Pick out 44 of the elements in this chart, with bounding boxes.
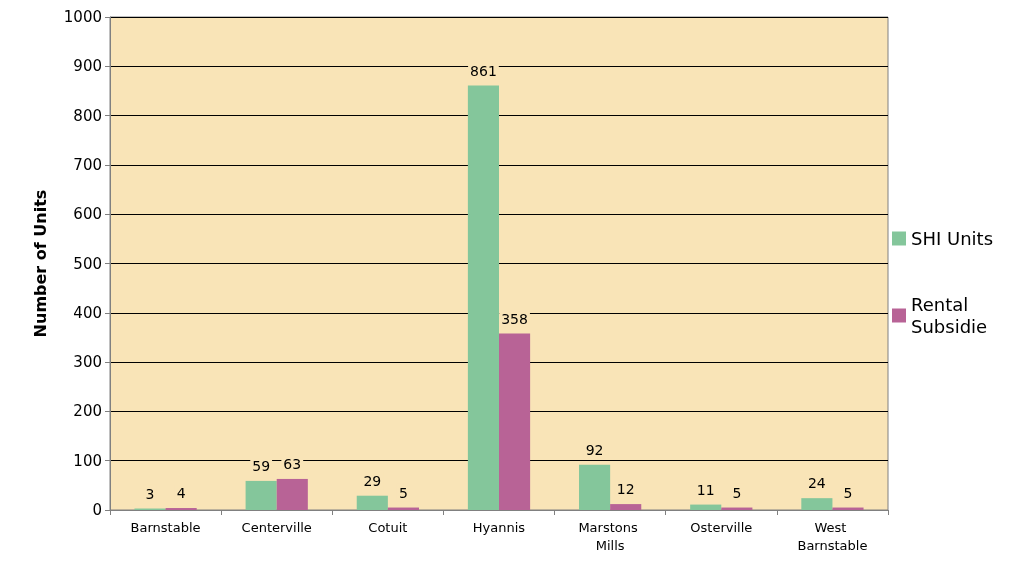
bar [245, 480, 277, 510]
data-label: 861 [470, 62, 497, 79]
y-tick-label: 800 [73, 106, 102, 125]
x-tick-label: Osterville [690, 519, 753, 535]
data-label: 29 [363, 472, 382, 489]
data-label: 12 [616, 481, 635, 498]
y-tick-label: 500 [73, 254, 102, 273]
bar [579, 464, 611, 510]
bar [276, 478, 308, 510]
bar [610, 504, 642, 510]
bar [356, 495, 388, 510]
x-tick-label: West Barnstable [797, 519, 868, 553]
bar [499, 333, 531, 510]
bar [467, 85, 499, 510]
y-tick-label: 200 [73, 402, 102, 421]
bar [801, 498, 833, 510]
data-label: 4 [176, 485, 186, 502]
x-tick-label: Centerville [241, 519, 312, 535]
x-tick-label: Cotuit [368, 519, 408, 535]
data-label: 11 [696, 481, 715, 498]
data-label: 59 [252, 457, 271, 474]
y-axis-title: Number of Units [30, 189, 50, 338]
x-tick-label: Hyannis [472, 519, 526, 535]
legend-label: SHI Units [911, 228, 994, 249]
data-label: 24 [807, 475, 826, 492]
y-tick-label: 0 [92, 501, 102, 519]
data-label: 92 [585, 441, 604, 458]
data-label: 358 [501, 310, 528, 327]
x-tick-label: Barnstable [130, 519, 201, 535]
legend-label: Rental Subsidie [911, 294, 988, 337]
y-tick-label: 700 [73, 155, 102, 174]
y-tick-label: 100 [73, 451, 102, 470]
y-tick-label: 900 [73, 57, 102, 76]
data-label: 5 [843, 484, 853, 501]
y-tick-label: 600 [73, 205, 102, 224]
data-label: 5 [398, 484, 408, 501]
data-label: 63 [283, 455, 302, 472]
bar [690, 504, 722, 510]
data-label: 5 [732, 484, 742, 501]
data-label: 3 [145, 485, 155, 502]
y-tick-label: 1000 [63, 8, 102, 26]
y-tick-label: 300 [73, 353, 102, 372]
x-tick-label: Marstons Mills [578, 519, 642, 553]
y-tick-label: 400 [73, 303, 102, 322]
